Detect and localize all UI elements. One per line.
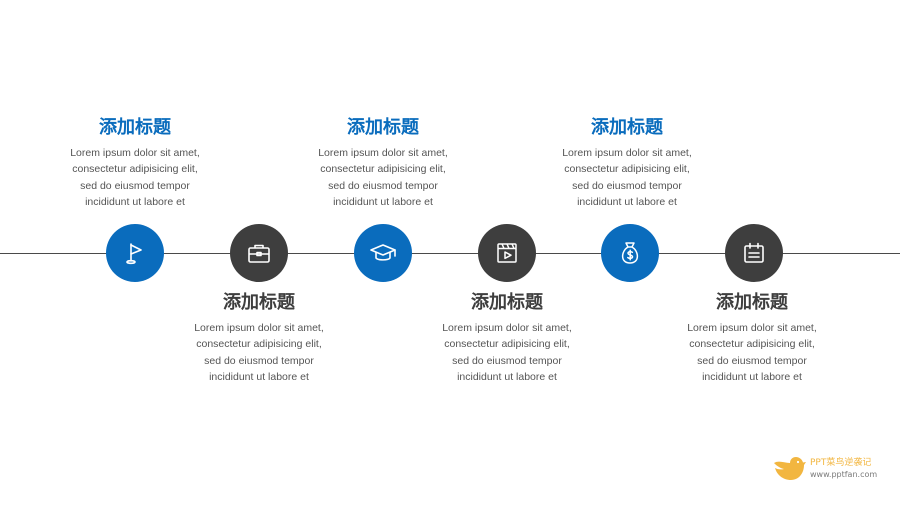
desc-line: consectetur adipisicing elit, [320, 163, 446, 176]
desc-line: consectetur adipisicing elit, [72, 163, 198, 176]
timeline-node-6 [725, 224, 783, 282]
event-description: Lorem ipsum dolor sit amet, consectetur … [542, 145, 712, 210]
watermark-logo: PPT菜鸟逆袭记 www.pptfan.com [772, 454, 877, 484]
timeline-event-1: 添加标题 Lorem ipsum dolor sit amet, consect… [50, 116, 220, 210]
flag-icon [126, 243, 142, 265]
event-title: 添加标题 [591, 117, 663, 138]
desc-line: Lorem ipsum dolor sit amet, [442, 322, 572, 334]
event-title: 添加标题 [223, 292, 295, 313]
desc-line: Lorem ipsum dolor sit amet, [70, 147, 200, 159]
timeline-node-3 [354, 224, 412, 282]
watermark-url: www.pptfan.com [810, 470, 878, 479]
desc-line: sed do eiusmod tempor [572, 179, 682, 192]
timeline-node-5 [601, 224, 659, 282]
timeline-node-1 [106, 224, 164, 282]
event-description: Lorem ipsum dolor sit amet, consectetur … [50, 145, 220, 210]
timeline-event-5: 添加标题 Lorem ipsum dolor sit amet, consect… [542, 116, 712, 210]
desc-line: consectetur adipisicing elit, [444, 338, 570, 351]
desc-line: incididunt ut labore et [702, 370, 802, 383]
desc-line: Lorem ipsum dolor sit amet, [194, 322, 324, 334]
desc-line: consectetur adipisicing elit, [689, 338, 815, 351]
timeline-node-4 [478, 224, 536, 282]
desc-line: incididunt ut labore et [85, 195, 185, 208]
briefcase-icon [248, 244, 270, 263]
money-bag-icon [621, 242, 639, 264]
event-description: Lorem ipsum dolor sit amet, consectetur … [422, 320, 592, 385]
desc-line: incididunt ut labore et [577, 195, 677, 208]
graduation-cap-icon [370, 244, 396, 261]
timeline-event-4: 添加标题 Lorem ipsum dolor sit amet, consect… [422, 291, 592, 385]
event-title: 添加标题 [347, 117, 419, 138]
desc-line: incididunt ut labore et [333, 195, 433, 208]
video-icon [497, 243, 517, 263]
event-title: 添加标题 [716, 292, 788, 313]
desc-line: sed do eiusmod tempor [697, 354, 807, 367]
desc-line: incididunt ut labore et [457, 370, 557, 383]
event-title: 添加标题 [471, 292, 543, 313]
timeline-event-3: 添加标题 Lorem ipsum dolor sit amet, consect… [298, 116, 468, 210]
desc-line: sed do eiusmod tempor [80, 179, 190, 192]
desc-line: Lorem ipsum dolor sit amet, [687, 322, 817, 334]
event-title: 添加标题 [99, 117, 171, 138]
desc-line: incididunt ut labore et [209, 370, 309, 383]
watermark-name: PPT菜鸟逆袭记 [810, 458, 872, 468]
timeline-event-2: 添加标题 Lorem ipsum dolor sit amet, consect… [174, 291, 344, 385]
desc-line: Lorem ipsum dolor sit amet, [318, 147, 448, 159]
timeline-line [0, 253, 900, 254]
event-description: Lorem ipsum dolor sit amet, consectetur … [298, 145, 468, 210]
event-description: Lorem ipsum dolor sit amet, consectetur … [667, 320, 837, 385]
desc-line: consectetur adipisicing elit, [564, 163, 690, 176]
desc-line: Lorem ipsum dolor sit amet, [562, 147, 692, 159]
desc-line: sed do eiusmod tempor [328, 179, 438, 192]
desc-line: sed do eiusmod tempor [204, 354, 314, 367]
bird-icon [774, 457, 806, 480]
timeline-event-6: 添加标题 Lorem ipsum dolor sit amet, consect… [667, 291, 837, 385]
calendar-icon [744, 242, 764, 263]
desc-line: consectetur adipisicing elit, [196, 338, 322, 351]
timeline-node-2 [230, 224, 288, 282]
desc-line: sed do eiusmod tempor [452, 354, 562, 367]
event-description: Lorem ipsum dolor sit amet, consectetur … [174, 320, 344, 385]
